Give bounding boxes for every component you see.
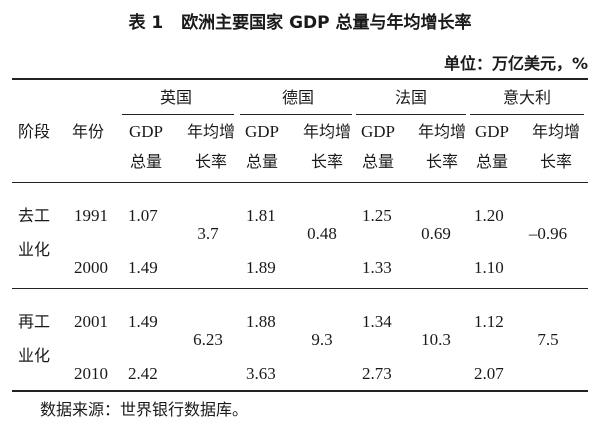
growth-cell: 10.3 — [421, 330, 451, 349]
gdp-cell: 1.20 — [474, 206, 504, 225]
top-rule — [12, 78, 588, 80]
header-gdp: GDP — [360, 122, 396, 141]
header-divider-france — [356, 114, 466, 115]
growth-cell: 9.3 — [311, 330, 333, 349]
stage-label: 再工 — [18, 312, 51, 331]
header-growth: 年均增 — [417, 122, 467, 141]
gdp-cell: 1.12 — [474, 312, 504, 331]
header-gdp-total: 总量 — [129, 152, 163, 171]
header-gdp-total: 总量 — [475, 152, 509, 171]
gdp-cell: 2.42 — [128, 364, 158, 383]
header-gdp: GDP — [244, 122, 280, 141]
data-source-note: 数据来源：世界银行数据库。 — [40, 400, 249, 419]
header-gdp-total: 总量 — [361, 152, 395, 171]
gdp-cell: 1.25 — [362, 206, 392, 225]
header-growth: 年均增 — [531, 122, 581, 141]
header-divider-germany — [240, 114, 352, 115]
growth-cell: 0.69 — [421, 224, 451, 243]
gdp-cell: 2.73 — [362, 364, 392, 383]
header-country-france: 法国 — [394, 88, 428, 107]
stage-label: 业化 — [18, 346, 51, 365]
growth-cell: 7.5 — [537, 330, 559, 349]
year-cell: 2010 — [74, 364, 108, 383]
header-year: 年份 — [72, 122, 105, 141]
stage-label: 去工 — [18, 206, 51, 225]
header-growth-rate: 长率 — [310, 152, 344, 171]
bottom-rule — [12, 390, 588, 392]
header-gdp: GDP — [474, 122, 510, 141]
header-divider-uk — [122, 114, 234, 115]
stage-label: 业化 — [18, 240, 51, 259]
header-rule — [12, 182, 588, 183]
gdp-cell: 1.34 — [362, 312, 392, 331]
header-growth: 年均增 — [186, 122, 236, 141]
year-cell: 1991 — [74, 206, 108, 225]
growth-cell: 0.48 — [307, 224, 337, 243]
header-growth-rate: 长率 — [539, 152, 573, 171]
header-divider-italy — [470, 114, 584, 115]
stage-divider — [12, 288, 588, 289]
gdp-cell: 1.10 — [474, 258, 504, 277]
gdp-cell: 1.33 — [362, 258, 392, 277]
header-country-germany: 德国 — [281, 88, 315, 107]
year-cell: 2000 — [74, 258, 108, 277]
header-growth-rate: 长率 — [425, 152, 459, 171]
header-stage: 阶段 — [18, 122, 51, 141]
table-caption: 欧洲主要国家 GDP 总量与年均增长率 — [181, 13, 472, 33]
gdp-cell: 3.63 — [246, 364, 276, 383]
gdp-cell: 1.89 — [246, 258, 276, 277]
gdp-cell: 2.07 — [474, 364, 504, 383]
header-growth-rate: 长率 — [194, 152, 228, 171]
header-gdp-total: 总量 — [245, 152, 279, 171]
gdp-cell: 1.07 — [128, 206, 158, 225]
unit-note: 单位：万亿美元，% — [443, 54, 588, 73]
table-number: 表 1 — [128, 13, 164, 33]
year-cell: 2001 — [74, 312, 108, 331]
header-country-italy: 意大利 — [502, 88, 552, 107]
header-country-uk: 英国 — [159, 88, 193, 107]
header-gdp: GDP — [128, 122, 164, 141]
gdp-cell: 1.81 — [246, 206, 276, 225]
gdp-cell: 1.49 — [128, 258, 158, 277]
table-title: 表 1 欧洲主要国家 GDP 总量与年均增长率 — [0, 8, 600, 33]
gdp-cell: 1.49 — [128, 312, 158, 331]
growth-cell: 6.23 — [193, 330, 223, 349]
header-growth: 年均增 — [302, 122, 352, 141]
gdp-cell: 1.88 — [246, 312, 276, 331]
growth-cell: 3.7 — [197, 224, 219, 243]
growth-cell: –0.96 — [528, 224, 568, 243]
